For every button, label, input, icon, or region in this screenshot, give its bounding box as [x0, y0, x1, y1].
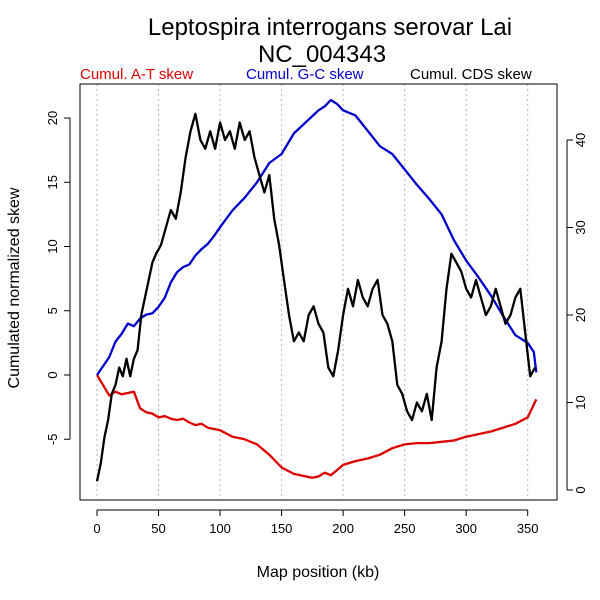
series-line-cumul-g-c-skew: [96, 98, 538, 376]
y-axis-label: Cumulated normalized skew: [6, 187, 23, 388]
plot-frame: [79, 83, 558, 501]
x-tick-label: 50: [151, 521, 165, 536]
y-left-tick-label: 5: [45, 307, 60, 314]
legend-gc-skew: Cumul. G-C skew: [246, 66, 364, 83]
x-tick-label: 150: [271, 521, 293, 536]
series-layer: [95, 98, 538, 482]
y-right-tick-label: 10: [573, 395, 588, 409]
x-tick-label: 200: [332, 521, 354, 536]
legend-cds-skew: Cumul. CDS skew: [410, 66, 532, 83]
y-right-tick-label: 30: [573, 220, 588, 234]
x-axis-label: Map position (kb): [257, 564, 380, 581]
y-right-tick-label: 20: [573, 308, 588, 322]
y-left-tick-label: 15: [45, 175, 60, 189]
legend-at-skew: Cumul. A-T skew: [80, 66, 193, 83]
x-tick-label: 300: [455, 521, 477, 536]
y-left-tick-label: -5: [45, 433, 60, 445]
x-tick-label: 250: [394, 521, 416, 536]
series-line-cumul-cds-skew: [95, 112, 537, 482]
y-left-tick-label: 10: [45, 239, 60, 253]
x-tick-label: 0: [93, 521, 100, 536]
x-tick-label: 350: [517, 521, 539, 536]
series-line-cumul-a-t-skew: [96, 374, 538, 479]
chart-subtitle: NC_004343: [258, 41, 386, 68]
x-tick-label: 100: [209, 521, 231, 536]
chart-title: Leptospira interrogans serovar Lai: [148, 14, 512, 41]
y-left-tick-label: 0: [45, 371, 60, 378]
y-left-tick-label: 20: [45, 111, 60, 125]
y-right-tick-label: 40: [573, 133, 588, 147]
y-right-tick-label: 0: [573, 486, 588, 493]
